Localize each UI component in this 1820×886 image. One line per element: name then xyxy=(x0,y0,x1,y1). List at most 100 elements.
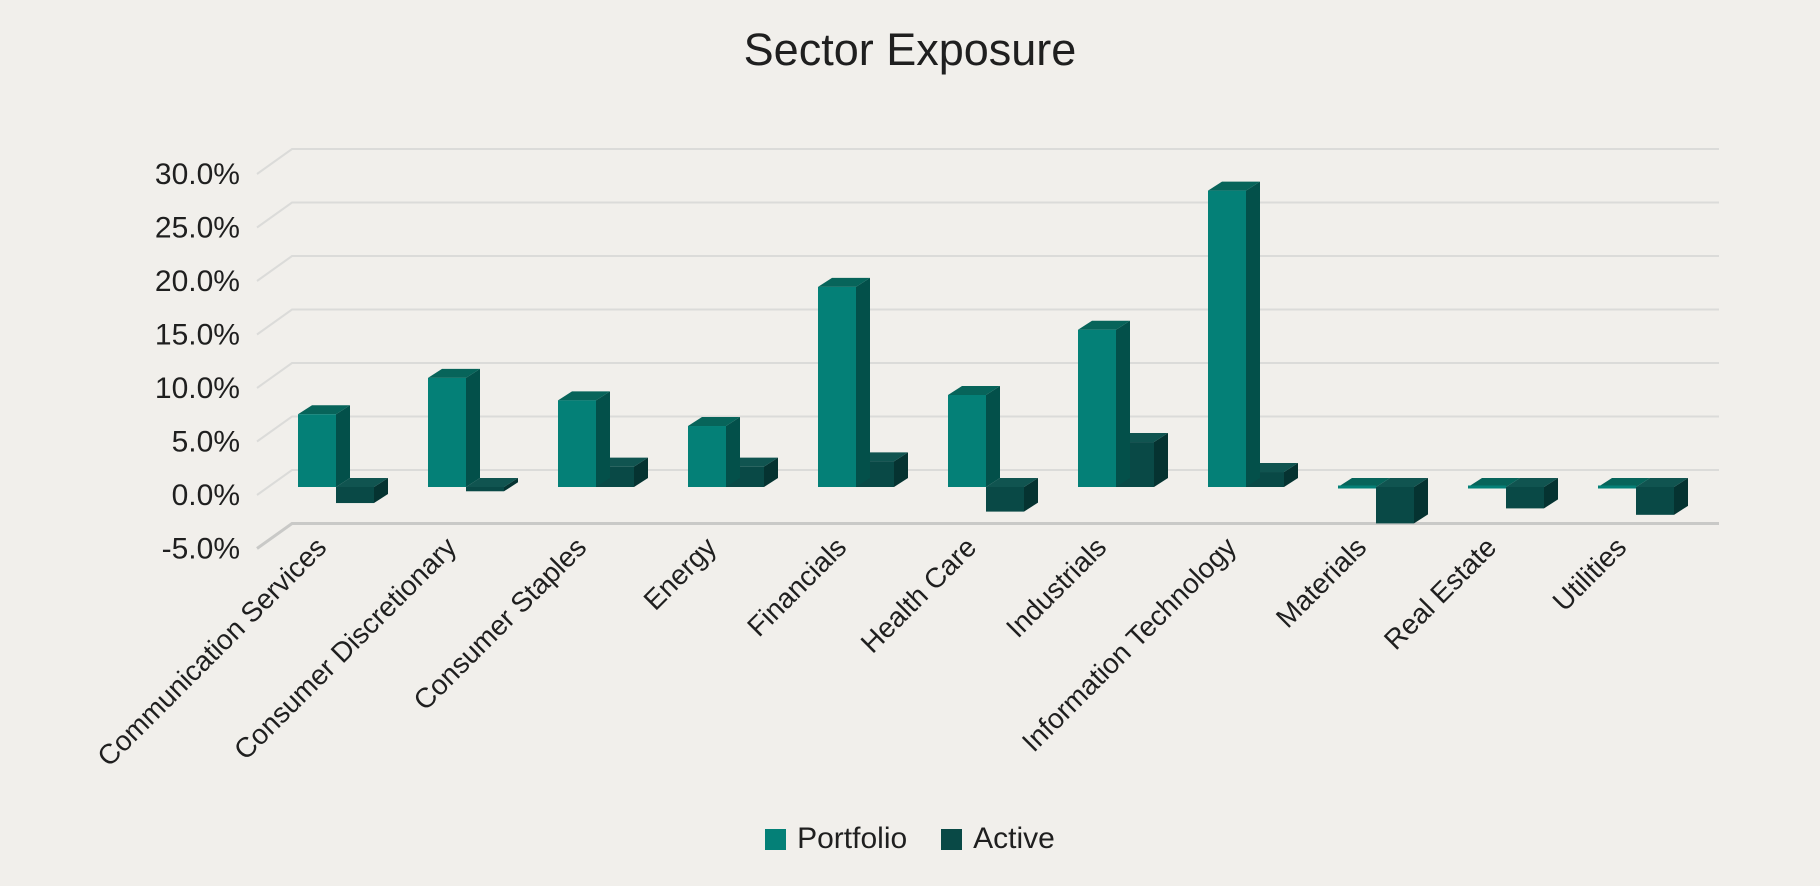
bar-side-face xyxy=(894,452,908,487)
bar-portfolio-consumer-discretionary[interactable] xyxy=(428,368,480,487)
bar-top-face xyxy=(1636,478,1688,487)
legend-item-portfolio[interactable]: Portfolio xyxy=(765,822,907,856)
bar-front-face xyxy=(1506,487,1544,509)
bar-side-face xyxy=(764,457,778,487)
gridline-15 xyxy=(256,308,1719,336)
gridline-20 xyxy=(256,255,1719,282)
bar-active-health-care[interactable] xyxy=(986,478,1038,512)
bar-side-face xyxy=(466,368,480,487)
bar-side-face xyxy=(1674,478,1688,515)
gridline-30 xyxy=(256,148,1719,175)
bar-top-face xyxy=(688,417,740,427)
bar-top-face xyxy=(1338,478,1390,487)
legend-swatch-active xyxy=(941,828,963,850)
bar-top-face xyxy=(986,478,1038,487)
x-axis-label-real-estate: Real Estate xyxy=(1378,531,1502,655)
bar-side-face xyxy=(986,385,1000,487)
bar-portfolio-materials[interactable] xyxy=(1338,478,1390,489)
bar-active-consumer-discretionary[interactable] xyxy=(466,478,518,492)
bar-top-face xyxy=(1468,478,1520,487)
bar-front-face xyxy=(818,286,856,487)
bar-front-face xyxy=(1468,485,1506,489)
x-axis-label-information-technology: Information Technology xyxy=(1016,531,1242,757)
bar-portfolio-financials[interactable] xyxy=(818,277,870,487)
bar-top-face xyxy=(558,391,610,401)
bar-front-face xyxy=(1208,190,1246,488)
legend-swatch-portfolio xyxy=(765,828,787,850)
bar-portfolio-health-care[interactable] xyxy=(948,385,1000,487)
x-axis-label-materials: Materials xyxy=(1270,531,1372,633)
x-axis-label-energy: Energy xyxy=(638,531,723,616)
chart-title: Sector Exposure xyxy=(743,24,1077,75)
bar-top-face xyxy=(1208,181,1260,191)
bar-front-face xyxy=(428,377,466,487)
bar-side-face xyxy=(726,417,740,487)
bar-top-face xyxy=(336,478,388,487)
x-axis-label-industrials: Industrials xyxy=(1000,531,1112,643)
bar-active-real-estate[interactable] xyxy=(1506,478,1558,509)
bar-side-face xyxy=(336,405,350,487)
bar-front-face xyxy=(1338,485,1376,489)
gridline-25 xyxy=(256,201,1719,229)
bar-side-face xyxy=(1544,478,1558,509)
bar-front-face xyxy=(688,426,726,487)
bar-top-face xyxy=(466,478,518,487)
bar-top-face xyxy=(1506,478,1558,487)
y-axis-tick-label--5: -5.0% xyxy=(162,533,240,566)
chart-legend: Portfolio Active xyxy=(0,822,1820,856)
y-axis-tick-label-10: 10.0% xyxy=(155,372,240,405)
y-axis-tick-label-20: 20.0% xyxy=(155,265,240,298)
gridline--5 xyxy=(256,522,1719,550)
x-axis-label-communication-services: Communication Services xyxy=(91,531,332,772)
x-axis-label-consumer-discretionary: Consumer Discretionary xyxy=(228,531,462,765)
y-axis-tick-label-5: 5.0% xyxy=(172,426,240,459)
bar-side-face xyxy=(634,457,648,487)
y-axis-tick-label-30: 30.0% xyxy=(155,158,240,191)
bar-portfolio-utilities[interactable] xyxy=(1598,478,1650,489)
bar-side-face xyxy=(504,478,518,492)
bar-front-face xyxy=(298,414,336,487)
bar-top-face xyxy=(428,368,480,378)
bar-active-communication-services[interactable] xyxy=(336,478,388,504)
x-axis-label-utilities: Utilities xyxy=(1547,531,1633,617)
bar-portfolio-real-estate[interactable] xyxy=(1468,478,1520,489)
bar-active-utilities[interactable] xyxy=(1636,478,1688,515)
bar-portfolio-information-technology[interactable] xyxy=(1208,181,1260,488)
bar-top-face xyxy=(1598,478,1650,487)
bar-top-face xyxy=(948,385,1000,395)
legend-item-active[interactable]: Active xyxy=(941,822,1055,856)
bar-front-face xyxy=(1636,487,1674,515)
bar-side-face xyxy=(1154,433,1168,487)
bar-side-face xyxy=(374,478,388,504)
y-axis-tick-label-15: 15.0% xyxy=(155,319,240,352)
bar-side-face xyxy=(1414,478,1428,524)
bar-portfolio-energy[interactable] xyxy=(688,417,740,487)
bar-side-face xyxy=(596,391,610,487)
bar-side-face xyxy=(1024,478,1038,512)
bar-portfolio-consumer-staples[interactable] xyxy=(558,391,610,487)
bar-front-face xyxy=(1598,485,1636,489)
bar-front-face xyxy=(1078,329,1116,487)
x-axis-label-health-care: Health Care xyxy=(855,531,983,659)
bar-side-face xyxy=(1246,181,1260,488)
legend-label-active: Active xyxy=(973,822,1055,855)
bar-front-face xyxy=(1376,487,1414,524)
bar-active-materials[interactable] xyxy=(1376,478,1428,524)
bar-portfolio-communication-services[interactable] xyxy=(298,405,350,487)
bar-portfolio-industrials[interactable] xyxy=(1078,320,1130,487)
x-axis-label-financials: Financials xyxy=(741,531,852,642)
y-axis-tick-label-0: 0.0% xyxy=(172,479,240,512)
bar-front-face xyxy=(466,487,504,492)
bar-front-face xyxy=(948,394,986,487)
bar-top-face xyxy=(1376,478,1428,487)
y-axis-tick-label-25: 25.0% xyxy=(155,212,240,245)
bar-side-face xyxy=(856,277,870,487)
bar-front-face xyxy=(986,487,1024,512)
bar-side-face xyxy=(1284,463,1298,487)
bar-front-face xyxy=(558,400,596,487)
bar-top-face xyxy=(818,277,870,287)
bar-side-face xyxy=(1116,320,1130,487)
bar-top-face xyxy=(298,405,350,415)
